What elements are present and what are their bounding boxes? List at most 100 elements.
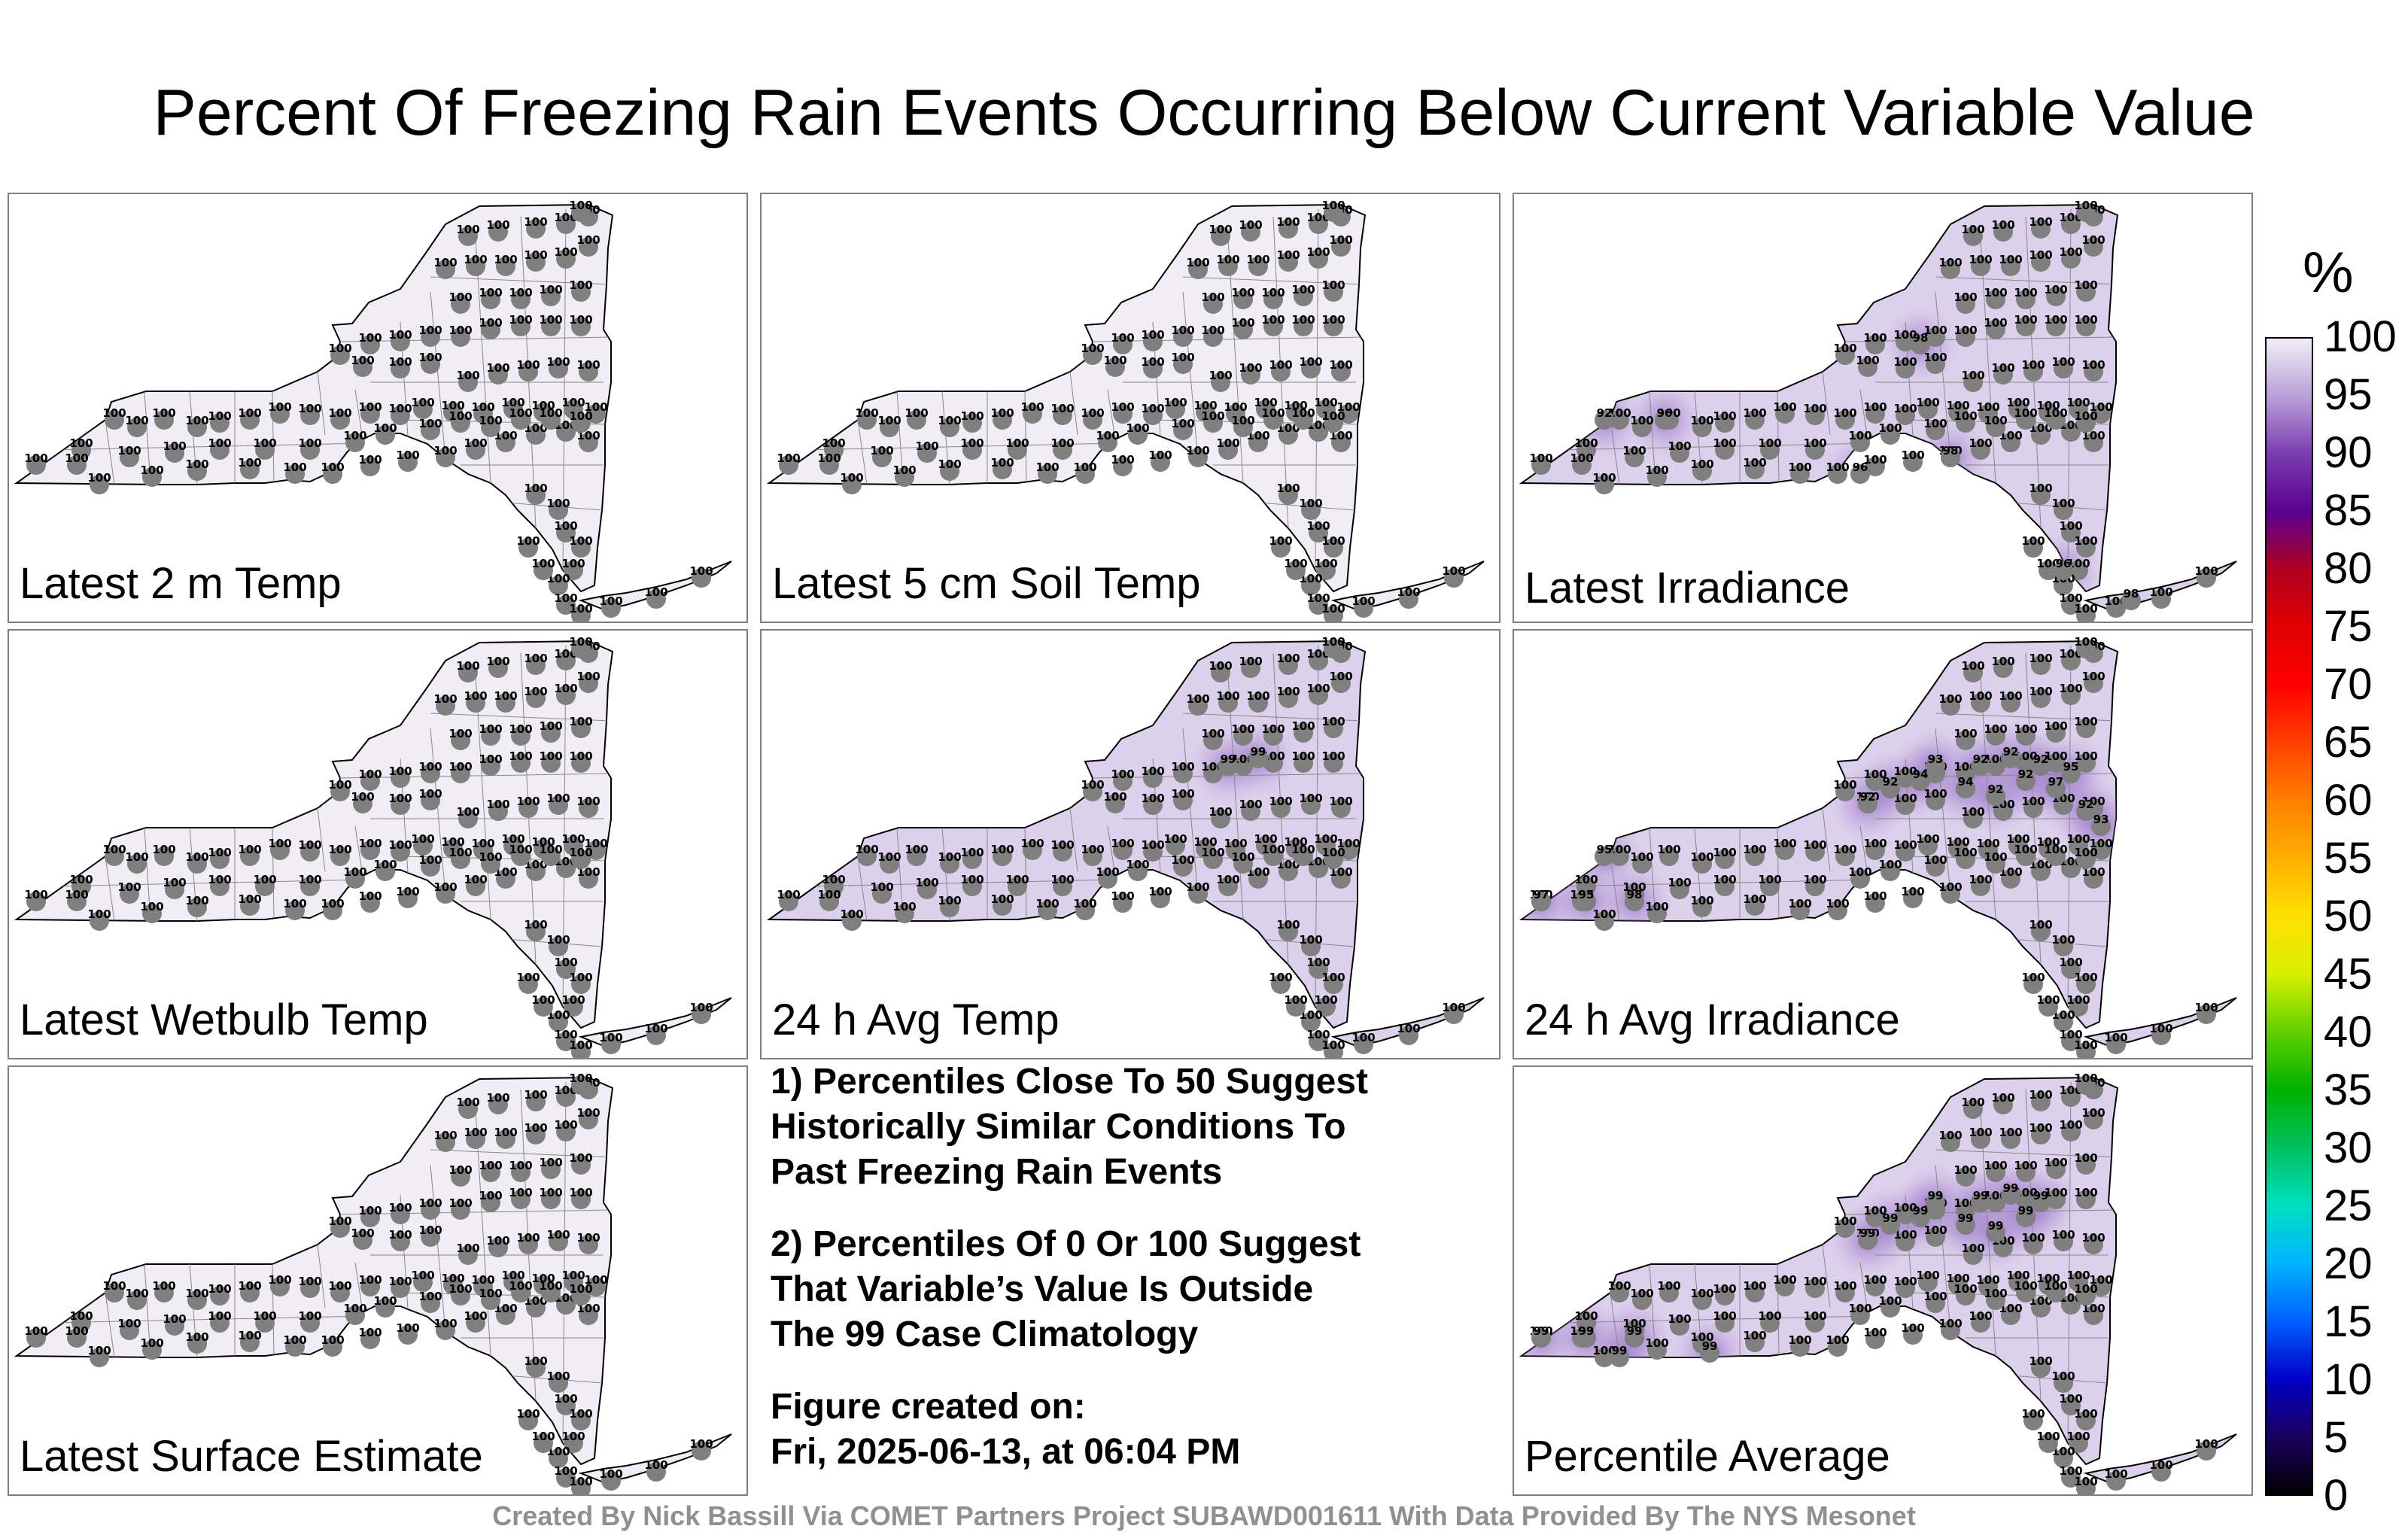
- station-marker: 100: [1690, 894, 1714, 917]
- station-marker: 100: [125, 414, 149, 437]
- station-value: 100: [208, 1282, 231, 1296]
- station-value: 100: [1976, 1273, 1999, 1287]
- station-marker: 100: [1081, 406, 1105, 430]
- station-marker: 100: [2029, 482, 2053, 505]
- station-marker: 100: [433, 1317, 458, 1340]
- station-value: 100: [2066, 1269, 2090, 1282]
- station-marker: 100: [1773, 400, 1797, 424]
- station-marker: 100: [569, 313, 593, 336]
- station-value: 100: [938, 894, 961, 907]
- station-value: 100: [1592, 907, 1616, 921]
- station-value: 100: [1050, 436, 1074, 450]
- station-value: 100: [328, 778, 351, 792]
- station-value: 100: [140, 1336, 163, 1350]
- station-value: 100: [892, 464, 916, 477]
- note-1: 1) Percentiles Close To 50 Suggest Histo…: [771, 1059, 1478, 1195]
- station-marker: 100: [1630, 850, 1654, 874]
- station-marker: 100: [351, 1226, 375, 1250]
- station-marker: 100: [1668, 1312, 1692, 1336]
- station-marker: 100: [1231, 414, 1255, 437]
- station-value: 100: [464, 253, 487, 266]
- station-marker: 100: [152, 1279, 176, 1302]
- station-value: 100: [388, 328, 412, 342]
- station-value: 100: [298, 1275, 321, 1288]
- station-marker: 100: [418, 1290, 442, 1313]
- station-marker: 99: [1700, 1339, 1719, 1363]
- station-marker: 100: [1291, 313, 1315, 336]
- station-value: 100: [554, 1118, 577, 1132]
- station-value: 100: [1284, 557, 1307, 570]
- station-marker: 100: [2074, 1282, 2098, 1306]
- station-marker: 100: [1306, 519, 1330, 543]
- station-marker: 100: [1321, 635, 1345, 658]
- station-marker: 100: [2074, 971, 2098, 994]
- station-marker: 100: [990, 843, 1014, 866]
- station-value: 99: [1883, 1211, 1899, 1225]
- station-marker: 100: [1201, 324, 1225, 347]
- station-value: 100: [1231, 850, 1254, 864]
- station-value: 96: [2056, 557, 2072, 570]
- station-marker: 100: [1668, 876, 1692, 899]
- station-marker: 100: [1005, 873, 1029, 896]
- station-value: 100: [546, 572, 570, 585]
- station-value: 100: [2006, 396, 2029, 409]
- station-value: 100: [343, 865, 366, 879]
- station-value: 100: [1923, 351, 1947, 364]
- station-marker: 100: [1923, 417, 1947, 440]
- station-marker: 100: [2051, 1228, 2075, 1251]
- station-marker: 100: [524, 1088, 548, 1111]
- station-value: 100: [433, 1129, 457, 1142]
- map-panel-7: 100 100 100 100 100 100 100 100 100 100 100 100 100 1…: [8, 1065, 748, 1496]
- station-value: 100: [2029, 1294, 2052, 1308]
- station-value: 92: [1988, 783, 2004, 796]
- station-marker: 100: [1938, 1317, 1963, 1340]
- station-marker: 92: [2076, 798, 2096, 821]
- county-line: [354, 389, 363, 440]
- station-marker: 100: [358, 400, 382, 424]
- station-value: 100: [351, 790, 374, 804]
- station-value: 100: [486, 361, 509, 375]
- station-value: 100: [2074, 199, 2097, 212]
- station-marker: 100: [2021, 534, 2045, 558]
- station-value: 100: [2021, 795, 2045, 808]
- station-marker: 100: [1803, 873, 1827, 896]
- station-value: 100: [1291, 313, 1315, 327]
- county-line: [1107, 389, 1116, 440]
- station-marker: 100: [1201, 727, 1225, 750]
- station-value: 100: [1574, 1309, 1598, 1323]
- station-value: 100: [1141, 764, 1164, 778]
- station-marker: 100: [1299, 497, 1323, 520]
- station-marker: 100: [2029, 421, 2053, 445]
- station-marker: 100: [2194, 564, 2218, 588]
- station-value: 100: [1329, 670, 1352, 683]
- station-marker: 100: [1306, 591, 1330, 615]
- county-line: [1182, 291, 1199, 460]
- station-value: 100: [524, 1354, 547, 1368]
- station-value: 100: [1833, 406, 1856, 420]
- station-value: 100: [321, 460, 344, 474]
- station-marker: 100: [2059, 1464, 2083, 1488]
- station-value: 100: [539, 406, 562, 420]
- county-line: [354, 1262, 363, 1313]
- station-value: 97: [1534, 888, 1549, 901]
- panel-label: Percentile Average: [1525, 1432, 1890, 1481]
- station-value: 100: [253, 873, 276, 886]
- station-value: 100: [321, 1333, 344, 1347]
- station-value: 100: [822, 873, 845, 886]
- station-marker: 100: [1984, 722, 2008, 746]
- station-marker: 100: [328, 1279, 352, 1302]
- station-value: 100: [2149, 585, 2172, 599]
- station-value: 100: [1081, 342, 1104, 355]
- station-value: 100: [1969, 253, 1992, 266]
- station-value: 100: [2029, 482, 2052, 495]
- station-value: 100: [2014, 843, 2037, 856]
- station-marker: 100: [1111, 453, 1135, 476]
- station-marker: 100: [2074, 635, 2098, 658]
- station-value: 100: [2036, 993, 2060, 1007]
- station-value: 100: [1306, 956, 1330, 969]
- created-label: Figure created on:: [771, 1387, 1086, 1427]
- station-value: 100: [418, 417, 442, 430]
- long-island-outline: [578, 997, 732, 1047]
- panel-label: Latest 5 cm Soil Temp: [772, 559, 1201, 608]
